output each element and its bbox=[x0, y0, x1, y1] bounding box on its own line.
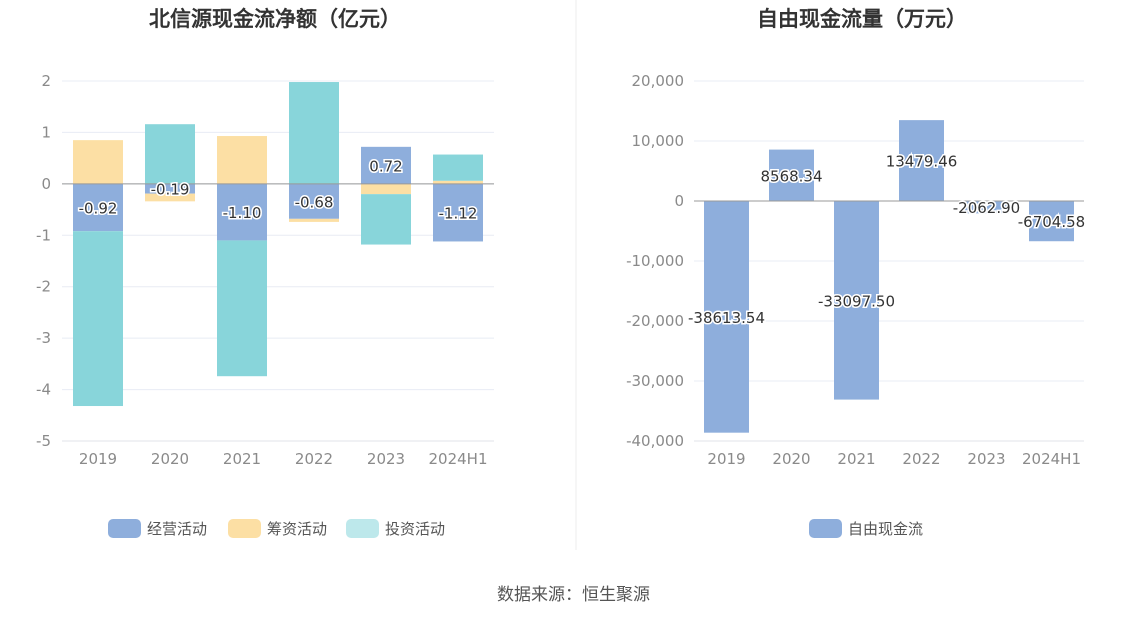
data-label: -0.19 bbox=[151, 181, 190, 199]
y-tick-label: -40,000 bbox=[626, 432, 684, 450]
y-tick-label: 1 bbox=[41, 123, 51, 141]
data-label: -2062.90 bbox=[953, 199, 1020, 217]
left-chart-title: 北信源现金流净额（亿元） bbox=[149, 7, 401, 31]
legend-label: 自由现金流 bbox=[848, 520, 923, 538]
bar-2022-series-2 bbox=[289, 82, 339, 184]
data-label: 13479.46 bbox=[886, 153, 958, 171]
x-tick-label: 2023 bbox=[367, 450, 405, 468]
bar-2023-series-1 bbox=[361, 183, 411, 195]
data-label: -33097.50 bbox=[818, 292, 895, 310]
y-tick-label: -30,000 bbox=[626, 372, 684, 390]
y-tick-label: -4 bbox=[36, 381, 51, 399]
y-tick-label: -3 bbox=[36, 329, 51, 347]
left-chart: 2 1 0 -1 -2 -3 -4 -5 2019 2020 2021 2022 2023 2024H1 -… bbox=[36, 72, 494, 468]
bar-2021-series-2 bbox=[217, 240, 267, 377]
legend-swatch bbox=[346, 519, 379, 538]
bar-2022-series-0 bbox=[289, 183, 339, 219]
data-label: -0.68 bbox=[295, 193, 334, 211]
x-tick-label: 2023 bbox=[967, 450, 1005, 468]
bar-2021-series-0 bbox=[217, 183, 267, 241]
data-label: 0.72 bbox=[369, 157, 402, 175]
bar-2022-series-0 bbox=[899, 120, 944, 201]
bar-2020-series-2 bbox=[145, 124, 195, 184]
left-legend: 经营活动 筹资活动 投资活动 bbox=[108, 519, 445, 538]
legend-label: 经营活动 bbox=[147, 520, 207, 538]
y-tick-label: -2 bbox=[36, 278, 51, 296]
legend-swatch bbox=[809, 519, 842, 538]
x-tick-label: 2020 bbox=[772, 450, 810, 468]
bar-2019-series-0 bbox=[73, 183, 123, 232]
x-tick-label: 2021 bbox=[223, 450, 261, 468]
bar-2019-series-2 bbox=[73, 231, 123, 407]
bar-2024H1-series-0 bbox=[433, 183, 483, 242]
bar-2024H1-series-2 bbox=[433, 154, 483, 181]
x-tick-label: 2022 bbox=[295, 450, 333, 468]
legend-label: 投资活动 bbox=[385, 520, 445, 538]
bar-2021-series-0 bbox=[834, 201, 879, 400]
y-tick-label: -20,000 bbox=[626, 312, 684, 330]
bar-2019-series-1 bbox=[73, 140, 123, 184]
bar-2022-series-1 bbox=[289, 218, 339, 222]
y-tick-label: 0 bbox=[674, 192, 684, 210]
bar-2024H1-series-0 bbox=[1029, 201, 1074, 242]
x-tick-label: 2024H1 bbox=[429, 450, 488, 468]
x-tick-label: 2022 bbox=[902, 450, 940, 468]
bar-2023-series-0 bbox=[964, 201, 1009, 214]
bar-2020-series-1 bbox=[145, 193, 195, 202]
x-tick-label: 2024H1 bbox=[1022, 450, 1081, 468]
data-source-note: 数据来源：恒生聚源 bbox=[497, 585, 650, 605]
right-legend: 自由现金流 bbox=[809, 519, 923, 538]
right-chart: 20,000 10,000 0 -10,000 -20,000 -30,000 -40,00… bbox=[626, 72, 1087, 468]
bar-2024H1-series-1 bbox=[433, 180, 483, 184]
x-tick-label: 2019 bbox=[79, 450, 117, 468]
x-tick-label: 2019 bbox=[707, 450, 745, 468]
data-label: 8568.34 bbox=[760, 167, 822, 185]
legend-label: 筹资活动 bbox=[267, 520, 327, 538]
x-tick-label: 2021 bbox=[837, 450, 875, 468]
y-tick-label: 2 bbox=[41, 72, 51, 90]
bar-2019-series-0 bbox=[704, 201, 749, 433]
y-tick-label: -10,000 bbox=[626, 252, 684, 270]
y-tick-label: 0 bbox=[41, 175, 51, 193]
bar-2021-series-1 bbox=[217, 136, 267, 184]
y-tick-label: 10,000 bbox=[632, 132, 685, 150]
y-tick-label: -5 bbox=[36, 432, 51, 450]
bar-2023-series-2 bbox=[361, 194, 411, 245]
data-label: -1.12 bbox=[439, 205, 478, 223]
legend-swatch bbox=[108, 519, 141, 538]
data-label: -38613.54 bbox=[688, 309, 765, 327]
y-tick-label: 20,000 bbox=[632, 72, 685, 90]
bar-2020-series-0 bbox=[769, 149, 814, 201]
y-tick-label: -1 bbox=[36, 226, 51, 244]
bar-2023-series-0 bbox=[361, 146, 411, 184]
legend-swatch bbox=[228, 519, 261, 538]
x-tick-label: 2020 bbox=[151, 450, 189, 468]
right-chart-title: 自由现金流量（万元） bbox=[757, 7, 967, 31]
data-label: -0.92 bbox=[79, 200, 118, 218]
data-label: -1.10 bbox=[223, 204, 262, 222]
bar-2020-series-0 bbox=[145, 183, 195, 194]
data-label: -6704.58 bbox=[1018, 213, 1085, 231]
